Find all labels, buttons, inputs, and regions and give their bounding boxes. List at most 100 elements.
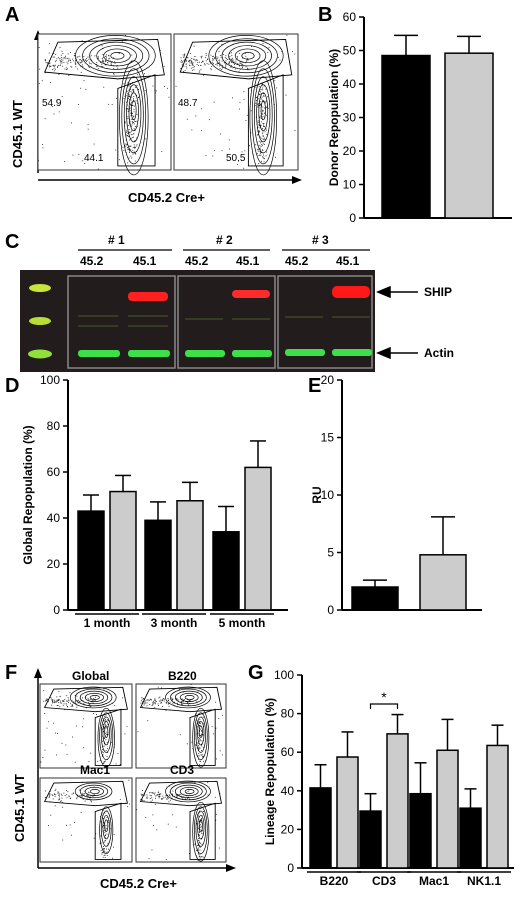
y-tick-label: 100 xyxy=(40,373,60,387)
y-tick-label: 0 xyxy=(287,861,294,875)
contour-ring xyxy=(241,52,255,60)
gate-lower xyxy=(247,74,284,167)
contour-ring xyxy=(195,810,207,847)
panel-a-plot2-lower-pct: 50.5 xyxy=(226,153,246,164)
contour-ring xyxy=(192,707,210,768)
contour-ring xyxy=(99,806,114,855)
x-category-label: 1 month xyxy=(84,616,131,630)
bar xyxy=(212,531,240,611)
contour-ring xyxy=(193,806,208,855)
gate-lower xyxy=(189,802,216,860)
gate-lower xyxy=(94,802,122,860)
contour-ring xyxy=(165,686,211,709)
y-tick-label: 20 xyxy=(343,144,357,158)
contour-ring xyxy=(123,76,144,154)
bar xyxy=(176,500,204,611)
y-tick-label: 10 xyxy=(321,488,335,502)
contour-ring xyxy=(84,786,104,796)
blot-frame-2 xyxy=(177,275,276,369)
contour-ring xyxy=(96,45,137,67)
contour-ring xyxy=(198,725,203,738)
gate-lower xyxy=(117,74,156,167)
contour-ring xyxy=(197,721,205,746)
contour-ring xyxy=(208,35,284,77)
blot-arrows xyxy=(376,285,418,360)
contour-ring xyxy=(193,712,208,761)
contour-ring xyxy=(174,784,203,799)
panel-a-xlabel: CD45.2 Cre+ xyxy=(128,190,205,205)
y-tick-label: 30 xyxy=(343,111,357,125)
bar xyxy=(419,554,467,611)
contour-ring xyxy=(102,815,110,840)
bar xyxy=(144,519,172,611)
lane-label: 45.2 xyxy=(80,254,104,268)
bar xyxy=(436,749,459,869)
y-axis-label: Donor Repopulation (%) xyxy=(327,49,341,186)
contour-ring xyxy=(195,716,207,753)
bar xyxy=(109,490,137,611)
x-category-label: 5 month xyxy=(219,616,266,630)
y-axis-label: Lineage Repopulation (%) xyxy=(263,698,277,845)
contour-ring xyxy=(170,688,207,707)
contour-ring xyxy=(104,725,109,738)
contour-ring xyxy=(82,38,150,74)
y-tick-label: 60 xyxy=(47,465,61,479)
bar xyxy=(386,733,409,869)
contour-ring xyxy=(128,92,139,132)
flow-events xyxy=(136,782,221,861)
x-arrow-head xyxy=(226,864,236,872)
contour-ring xyxy=(110,52,125,60)
actin-band-label: Actin xyxy=(424,346,454,360)
x-category-label: 3 month xyxy=(151,616,198,630)
lane-label: 45.2 xyxy=(285,254,309,268)
contour-ring xyxy=(198,819,203,832)
gate-upper xyxy=(179,38,293,80)
bar xyxy=(351,586,399,611)
panel-e-letter: E xyxy=(308,375,322,397)
contour-ring xyxy=(99,712,114,761)
contour-ring xyxy=(228,45,267,67)
ship-bands xyxy=(128,286,370,301)
y-arrow-head xyxy=(34,668,42,678)
bar xyxy=(77,510,105,611)
flow-events xyxy=(38,35,170,170)
ladder-bands xyxy=(28,284,52,359)
panel-d-letter: D xyxy=(5,375,20,397)
panel-f-letter: F xyxy=(5,662,18,684)
contour-ring xyxy=(84,692,104,702)
x-category-label: Mac1 xyxy=(419,874,449,888)
gate-upper xyxy=(43,38,165,80)
contour-ring xyxy=(234,48,261,63)
contour-ring xyxy=(179,786,199,796)
y-tick-label: 10 xyxy=(343,178,357,192)
x-category-label: B220 xyxy=(320,874,349,888)
y-tick-label: 50 xyxy=(343,44,357,58)
flow-plot-frame xyxy=(135,683,227,769)
y-tick-label: 60 xyxy=(281,745,295,759)
contour-ring xyxy=(97,707,115,768)
contour-ring xyxy=(184,694,195,700)
y-tick-label: 0 xyxy=(349,211,356,225)
contour-ring xyxy=(102,721,110,746)
contour-ring xyxy=(174,690,203,705)
panel-a-letter: A xyxy=(5,4,20,26)
contour-ring xyxy=(79,784,109,799)
bar xyxy=(459,807,482,869)
contour-ring xyxy=(89,694,100,700)
contour-ring xyxy=(256,84,271,143)
y-tick-label: 80 xyxy=(47,419,61,433)
faint-bands xyxy=(78,315,370,327)
panel-f-plot-title: CD3 xyxy=(170,763,195,777)
contour-ring xyxy=(258,92,269,132)
y-tick-label: 80 xyxy=(281,707,295,721)
gate-upper xyxy=(139,780,223,807)
flow-events xyxy=(175,34,296,169)
flow-plot-frame xyxy=(135,777,227,863)
contour-ring xyxy=(119,60,149,176)
contour-ring xyxy=(79,690,109,705)
y-axis-label: RU xyxy=(310,486,324,503)
